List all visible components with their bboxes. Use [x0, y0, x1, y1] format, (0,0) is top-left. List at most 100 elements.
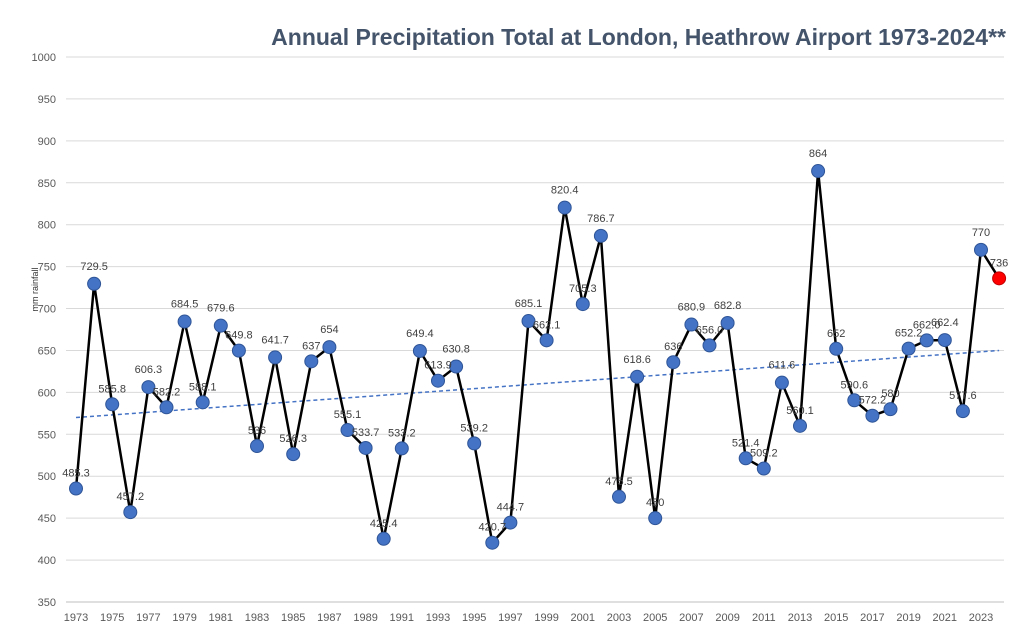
data-point: [449, 359, 464, 374]
data-point: [286, 447, 301, 462]
data-point: [123, 505, 138, 520]
x-tick-label: 1995: [462, 612, 486, 624]
data-point: [250, 439, 264, 454]
trendline: [75, 349, 1000, 419]
data-point: [756, 461, 771, 476]
chart-title: Annual Precipitation Total at London, He…: [271, 24, 1006, 50]
data-label: 533.7: [352, 427, 380, 439]
y-tick-label: 350: [38, 597, 56, 609]
data-label: 864: [809, 148, 827, 160]
data-label: 685.1: [515, 298, 543, 310]
data-label: 509.2: [750, 448, 778, 460]
x-tick-label: 2013: [788, 612, 812, 624]
data-labels: 485.3 729.5 585.8 457.2 606.3 582.2 684.5 588.1…: [62, 148, 1008, 534]
data-point: [87, 276, 102, 291]
data-label: 475.5: [605, 476, 633, 488]
data-point: [612, 489, 626, 504]
data-point: [394, 441, 409, 456]
data-label: 649.8: [225, 330, 253, 342]
y-tick-label: 450: [38, 513, 56, 525]
x-tick-label: 1993: [426, 612, 450, 624]
y-tick-label: 650: [38, 345, 56, 357]
data-label: 577.6: [949, 390, 977, 402]
x-tick-label: 1977: [136, 612, 160, 624]
x-tick-label: 2009: [715, 612, 739, 624]
data-point: [159, 400, 174, 415]
data-point: [539, 333, 554, 348]
data-label: 641.7: [261, 334, 289, 346]
data-label: 820.4: [551, 185, 579, 197]
data-label: 770: [972, 227, 990, 239]
data-point: [901, 341, 916, 356]
y-tick-label: 500: [38, 471, 56, 483]
x-tick-label: 1997: [498, 612, 522, 624]
y-tick-label: 900: [38, 136, 56, 148]
data-label: 457.2: [117, 491, 145, 503]
data-point: [376, 531, 391, 546]
data-label: 485.3: [62, 468, 90, 480]
x-tick-label: 1999: [534, 612, 558, 624]
data-point: [992, 271, 1007, 286]
trendline-line: [75, 349, 1000, 419]
data-point: [919, 333, 934, 348]
data-point: [793, 418, 807, 433]
x-tick-label: 2001: [571, 612, 595, 624]
data-label: 680.9: [678, 302, 706, 314]
data-label: 652.2: [895, 328, 923, 340]
data-point: [865, 408, 880, 423]
data-label: 662.4: [931, 317, 959, 329]
data-label: 555.1: [334, 409, 362, 421]
data-label: 637: [302, 340, 320, 352]
x-tick-label: 2007: [679, 612, 703, 624]
data-label: 618.6: [623, 354, 651, 366]
data-point: [557, 200, 572, 215]
data-label: 786.7: [587, 213, 615, 225]
data-label: 613.9: [424, 360, 452, 372]
y-axis-ticks: 350 400 450 500 550 600 650 700 750 800 850 900 950 1…: [32, 52, 56, 609]
data-point: [883, 402, 898, 417]
data-point: [630, 369, 645, 384]
data-point: [268, 350, 283, 365]
data-label: 526.3: [279, 433, 307, 445]
x-tick-label: 1985: [281, 612, 305, 624]
y-tick-label: 600: [38, 387, 56, 399]
data-point: [304, 354, 319, 369]
data-point: [521, 314, 536, 329]
series-line: [74, 169, 1001, 544]
data-point: [955, 404, 970, 419]
x-tick-label: 1983: [245, 612, 269, 624]
y-tick-label: 400: [38, 555, 56, 567]
data-point: [974, 242, 988, 257]
data-label: 656.0: [696, 324, 724, 336]
x-tick-label: 2023: [969, 612, 993, 624]
data-point: [593, 228, 608, 243]
data-point: [412, 343, 427, 358]
y-tick-label: 700: [38, 304, 56, 316]
data-point: [738, 451, 753, 466]
data-label: 425.4: [370, 518, 398, 530]
x-tick-label: 1975: [100, 612, 124, 624]
data-label: 636: [664, 341, 682, 353]
data-point: [937, 333, 952, 348]
x-tick-label: 2017: [860, 612, 884, 624]
x-tick-label: 1973: [64, 612, 88, 624]
data-label: 588.1: [189, 381, 217, 393]
data-point: [231, 343, 246, 358]
data-point: [322, 340, 337, 355]
data-point: [847, 393, 862, 408]
data-label: 662.0: [913, 319, 941, 331]
data-point: [340, 423, 355, 438]
data-label: 560.1: [786, 405, 814, 417]
series-polyline: [74, 169, 1001, 544]
data-label: 539.2: [460, 422, 488, 434]
y-tick-label: 950: [38, 94, 56, 106]
data-point: [648, 511, 663, 526]
x-tick-label: 2015: [824, 612, 848, 624]
data-point: [431, 373, 445, 388]
x-tick-label: 2011: [752, 612, 776, 624]
x-axis-ticks: 1973 1975 1977 1979 1981 1983 1985 1987 1989 1991…: [64, 612, 993, 624]
data-label: 679.6: [207, 303, 235, 315]
data-point: [684, 317, 699, 332]
data-point: [358, 440, 373, 455]
data-label: 729.5: [80, 261, 108, 273]
